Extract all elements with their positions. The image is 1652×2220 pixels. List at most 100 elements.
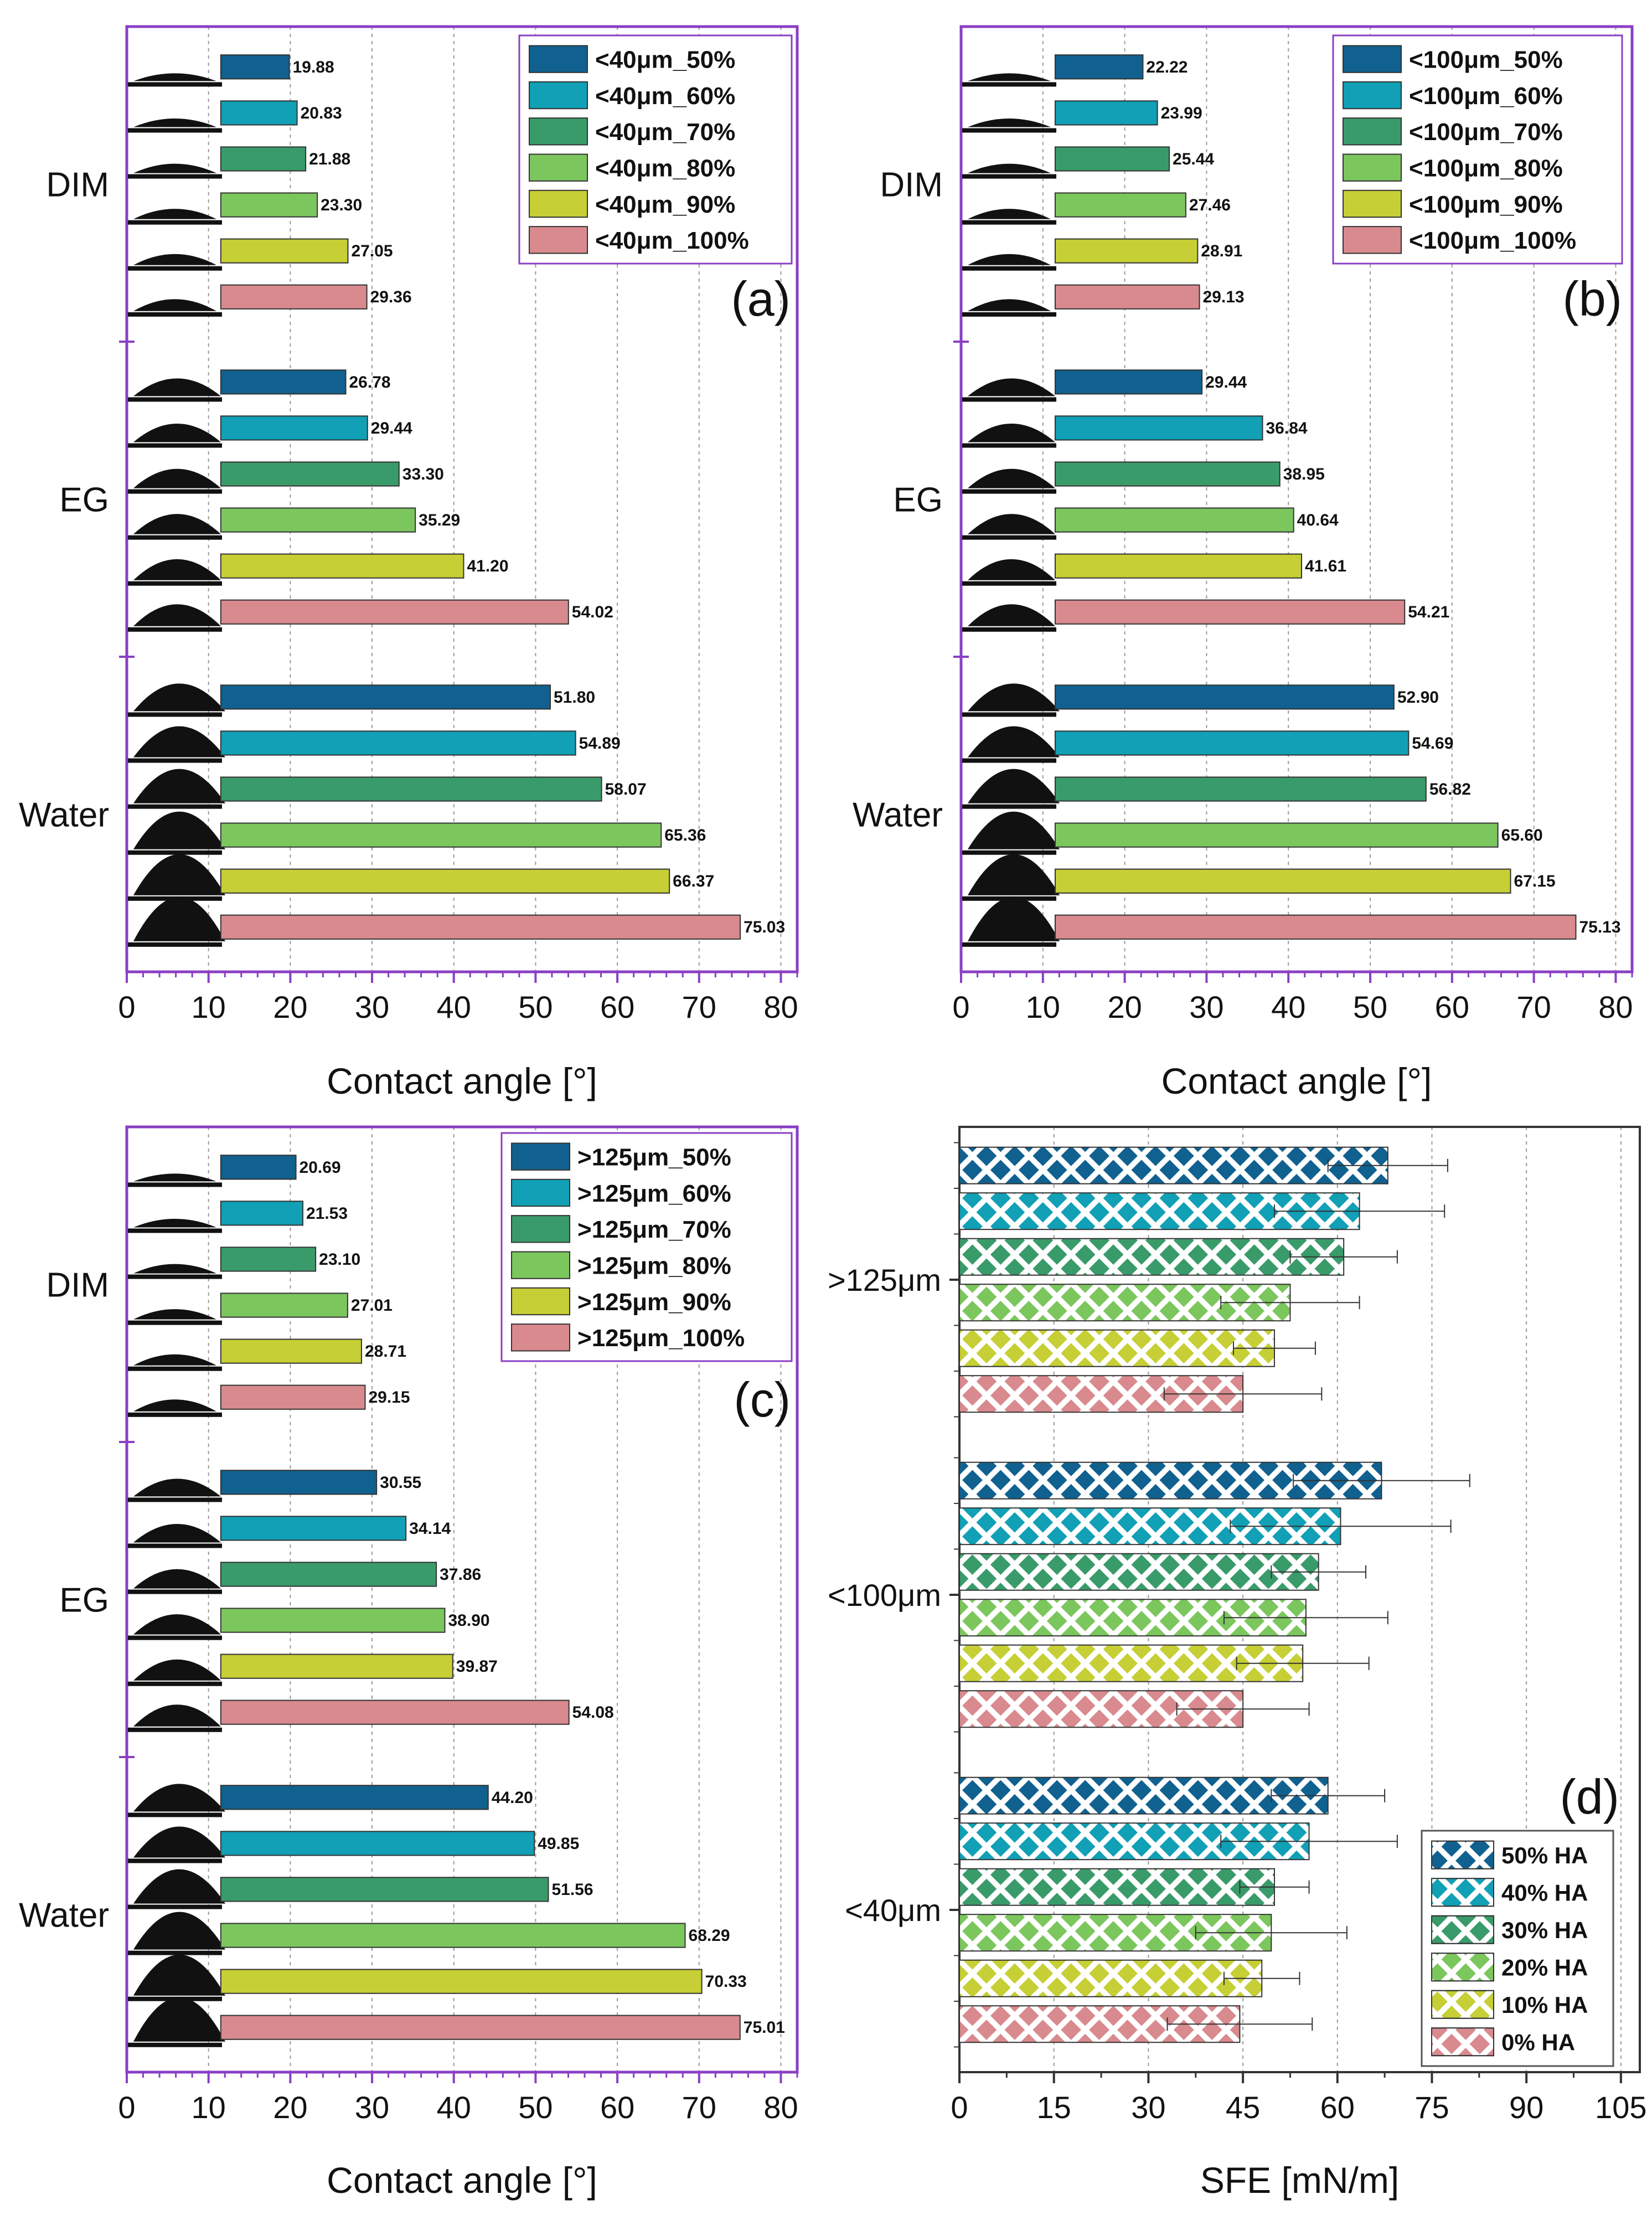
bar xyxy=(220,146,307,172)
x-tick-label: 30 xyxy=(1189,990,1223,1024)
data-label: 51.56 xyxy=(551,1881,593,1899)
droplet-icon xyxy=(968,897,1060,941)
x-tick-label: 0 xyxy=(951,2090,968,2125)
bar xyxy=(1054,461,1281,487)
droplet-icon xyxy=(968,424,1055,442)
droplet-icon xyxy=(968,769,1060,803)
legend-label: <40μm_50% xyxy=(595,47,735,74)
x-tick-label: 50 xyxy=(518,990,553,1024)
bar xyxy=(1054,776,1427,802)
droplet-baseline xyxy=(128,397,222,402)
plot-frame xyxy=(959,25,1634,973)
bar xyxy=(220,1247,317,1272)
legend-box xyxy=(1332,34,1623,265)
droplet-icon xyxy=(133,378,221,396)
legend-label: >125μm_100% xyxy=(577,1325,745,1352)
legend-label: <40μm_80% xyxy=(595,155,735,182)
bar xyxy=(220,730,576,756)
legend-swatch xyxy=(511,1323,570,1352)
bar xyxy=(220,1654,453,1679)
bar xyxy=(220,1292,348,1318)
legend-swatch xyxy=(529,153,588,182)
legend-swatch xyxy=(1343,226,1402,254)
legend-label: >125μm_70% xyxy=(577,1216,731,1243)
droplet-icon xyxy=(968,378,1055,396)
x-tick-label: 75 xyxy=(1414,2090,1449,2125)
droplet-baseline xyxy=(962,804,1056,809)
droplet-baseline xyxy=(962,397,1056,402)
bar xyxy=(1054,192,1186,218)
droplet-baseline xyxy=(128,1543,222,1548)
legend-label: <100μm_100% xyxy=(1409,227,1576,254)
data-label: 68.29 xyxy=(689,1927,730,1945)
bar xyxy=(1054,507,1294,533)
droplet-icon xyxy=(968,299,1051,311)
legend-swatch xyxy=(529,189,588,218)
droplet-icon xyxy=(968,811,1060,849)
panel-label: (c) xyxy=(734,1372,791,1427)
bar xyxy=(220,1201,303,1226)
legend-label: >125μm_60% xyxy=(577,1180,731,1207)
droplet-icon xyxy=(133,897,225,941)
bar-hatch xyxy=(959,1868,1275,1906)
data-label: 65.60 xyxy=(1501,826,1543,844)
bar xyxy=(220,507,416,533)
legend-label: >125μm_80% xyxy=(577,1253,731,1280)
x-tick-label: 60 xyxy=(600,990,634,1024)
category-label: EG xyxy=(59,1582,109,1620)
legend-box xyxy=(1421,1830,1614,2067)
bar xyxy=(1054,730,1410,756)
data-label: 41.61 xyxy=(1305,557,1346,575)
data-label: 27.01 xyxy=(351,1296,393,1315)
droplet-icon xyxy=(133,1264,216,1274)
legend-swatch xyxy=(511,1215,570,1243)
data-label: 28.71 xyxy=(365,1342,406,1361)
data-label: 70.33 xyxy=(705,1972,747,1991)
droplet-baseline xyxy=(128,1635,222,1640)
data-label: 29.13 xyxy=(1203,288,1245,306)
droplet-icon xyxy=(133,811,225,849)
data-label: 21.88 xyxy=(309,150,350,168)
x-tick-label: 10 xyxy=(1026,990,1060,1024)
bar xyxy=(220,1562,437,1587)
panel-label: (d) xyxy=(1560,1769,1619,1824)
droplet-baseline xyxy=(128,1228,222,1233)
x-tick-label: 30 xyxy=(1131,2090,1165,2125)
data-label: 29.15 xyxy=(368,1388,410,1407)
bar-hatch xyxy=(959,1146,1388,1184)
bar xyxy=(220,54,290,80)
bar xyxy=(220,415,368,441)
x-axis-title: Contact angle [°] xyxy=(1161,1060,1432,1101)
droplet-icon xyxy=(133,726,225,758)
droplet-icon xyxy=(133,1354,216,1366)
data-label: 58.07 xyxy=(605,780,647,799)
droplet-icon xyxy=(133,1614,221,1635)
bar xyxy=(220,914,741,940)
bar xyxy=(220,192,318,218)
droplet-baseline xyxy=(962,174,1056,179)
legend-label: <100μm_80% xyxy=(1409,155,1563,182)
droplet-icon xyxy=(133,299,216,311)
category-label: Water xyxy=(19,1897,109,1935)
x-axis-title: Contact angle [°] xyxy=(327,2160,597,2201)
droplet-icon xyxy=(133,604,221,626)
data-label: 34.14 xyxy=(409,1520,451,1538)
bar xyxy=(220,1831,535,1856)
bar xyxy=(220,2015,741,2040)
droplet-icon xyxy=(133,1912,225,1950)
x-tick-label: 10 xyxy=(192,2090,226,2125)
droplet-icon xyxy=(133,209,216,219)
x-tick-label: 70 xyxy=(682,2090,716,2125)
category-label: DIM xyxy=(880,166,943,204)
x-axis-title: SFE [mN/m] xyxy=(1200,2160,1399,2201)
bar xyxy=(220,1969,703,1994)
droplet-icon xyxy=(133,514,221,534)
data-label: 22.22 xyxy=(1146,58,1188,76)
bar-hatch xyxy=(959,1776,1329,1815)
droplet-baseline xyxy=(128,1681,222,1686)
droplet-icon xyxy=(133,1399,216,1412)
data-label: 38.90 xyxy=(448,1611,489,1630)
data-label: 20.83 xyxy=(301,104,342,122)
droplet-icon xyxy=(968,559,1055,580)
